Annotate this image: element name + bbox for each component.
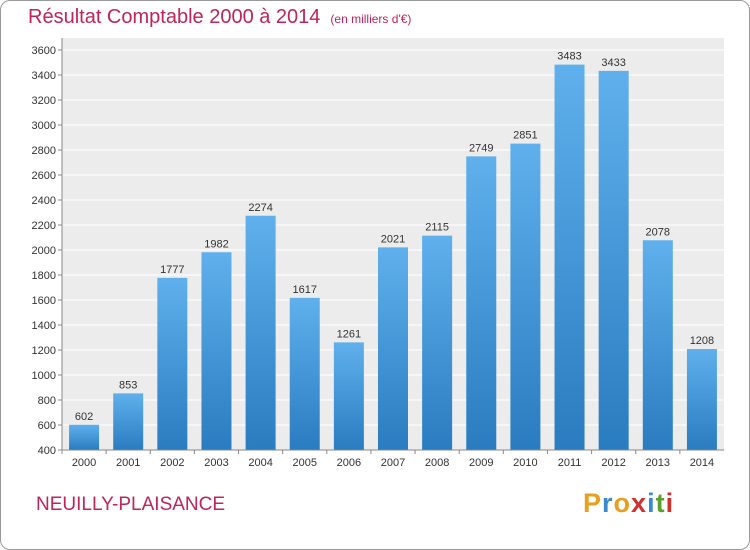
y-tick-label: 3400 xyxy=(32,70,56,82)
x-tick-label: 2009 xyxy=(469,457,493,469)
bar-2000 xyxy=(69,424,100,450)
title-text: Résultat Comptable 2000 à 2014 xyxy=(28,6,321,28)
data-label: 1982 xyxy=(204,238,228,250)
logo-letter: P xyxy=(583,488,603,518)
data-label: 602 xyxy=(75,411,93,423)
data-label: 2078 xyxy=(646,226,670,238)
y-tick-label: 400 xyxy=(38,445,56,457)
x-tick-label: 2002 xyxy=(160,457,184,469)
data-label: 853 xyxy=(119,379,137,391)
y-tick-label: 2200 xyxy=(32,220,56,232)
x-tick-label: 2000 xyxy=(72,457,96,469)
x-tick-label: 2003 xyxy=(204,457,228,469)
bar-2001 xyxy=(113,393,144,450)
y-tick-label: 3200 xyxy=(32,95,56,107)
y-tick-label: 1800 xyxy=(32,270,56,282)
bar-2009 xyxy=(466,156,497,450)
bar-2007 xyxy=(378,247,408,450)
x-tick-label: 2014 xyxy=(690,457,714,469)
title-unit: (en milliers d'€) xyxy=(330,12,412,26)
data-label: 1617 xyxy=(292,284,316,296)
logo-letter: o xyxy=(613,488,632,518)
data-label: 2851 xyxy=(513,130,537,142)
bar-2014 xyxy=(686,349,717,450)
bar-2006 xyxy=(333,342,364,450)
y-tick-label: 2000 xyxy=(32,245,56,257)
bar-2008 xyxy=(422,235,453,450)
bar-2003 xyxy=(201,252,232,450)
y-tick-label: 1600 xyxy=(32,295,56,307)
x-tick-label: 2006 xyxy=(337,457,361,469)
x-tick-label: 2005 xyxy=(292,457,316,469)
y-tick-label: 800 xyxy=(38,395,56,407)
x-tick-label: 2012 xyxy=(601,457,625,469)
y-tick-label: 600 xyxy=(38,420,56,432)
y-tick-label: 1400 xyxy=(32,320,56,332)
data-label: 2749 xyxy=(469,142,493,154)
location-name: NEUILLY-PLAISANCE xyxy=(36,494,226,515)
x-tick-label: 2007 xyxy=(381,457,405,469)
x-tick-label: 2013 xyxy=(646,457,670,469)
x-tick-label: 2011 xyxy=(558,457,582,469)
y-tick-label: 1000 xyxy=(32,370,56,382)
data-label: 2021 xyxy=(381,233,405,245)
bar-2011 xyxy=(554,64,585,450)
y-tick-label: 3600 xyxy=(32,45,56,57)
bar-2010 xyxy=(510,143,541,450)
x-tick-label: 2008 xyxy=(425,457,449,469)
data-label: 1261 xyxy=(337,328,361,340)
data-label: 3483 xyxy=(557,51,581,63)
y-tick-label: 1200 xyxy=(32,345,56,357)
logo-letter: t xyxy=(655,488,666,518)
logo-letter: r xyxy=(602,488,614,518)
y-tick-label: 2600 xyxy=(32,170,56,182)
bar-2004 xyxy=(245,215,276,450)
logo-letter: i xyxy=(665,488,675,518)
bar-2013 xyxy=(642,240,673,450)
logo-letter: x xyxy=(631,488,648,518)
bar-2005 xyxy=(289,297,320,450)
logo-letter: i xyxy=(647,488,656,518)
data-label: 1208 xyxy=(690,335,714,347)
x-tick-label: 2004 xyxy=(248,457,272,469)
y-tick-label: 3000 xyxy=(32,120,56,132)
data-label: 1777 xyxy=(160,264,184,276)
bar-2012 xyxy=(598,70,629,450)
x-tick-label: 2001 xyxy=(116,457,140,469)
y-tick-label: 2800 xyxy=(32,145,56,157)
proxiti-logo: Proxiti xyxy=(583,488,674,519)
x-tick-label: 2010 xyxy=(513,457,537,469)
data-label: 2274 xyxy=(248,202,272,214)
data-label: 2115 xyxy=(425,222,449,234)
y-tick-label: 2400 xyxy=(32,195,56,207)
chart-title: Résultat Comptable 2000 à 2014 (en millie… xyxy=(28,6,411,29)
bar-2002 xyxy=(157,277,188,450)
data-label: 3433 xyxy=(601,57,625,69)
